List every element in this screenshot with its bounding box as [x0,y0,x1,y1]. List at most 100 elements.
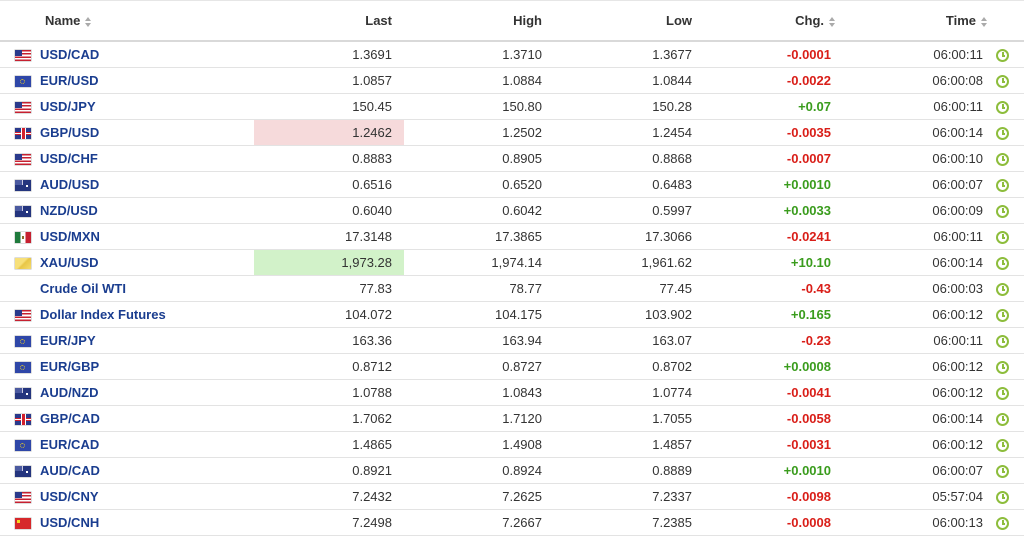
table-row[interactable]: NZD/USD 0.6040 0.6042 0.5997 +0.0033 06:00:09 [0,197,1024,224]
instrument-link[interactable]: USD/CNH [40,515,100,530]
high-value: 7.2667 [404,509,554,536]
last-value: 1,973.28 [254,249,404,276]
instrument-link[interactable]: Crude Oil WTI [40,281,126,296]
column-header-time[interactable]: Time [846,1,996,42]
instrument-link[interactable]: AUD/USD [40,177,100,192]
clock-icon [996,517,1009,531]
instrument-link[interactable]: AUD/NZD [40,385,99,400]
low-value: 150.28 [554,93,704,120]
change-value: -0.0035 [704,119,846,146]
status-cell [996,327,1024,354]
clock-icon [996,309,1009,323]
table-row[interactable]: EUR/USD 1.0857 1.0884 1.0844 -0.0022 06:00:08 [0,67,1024,94]
clock-icon [996,153,1009,167]
table-row[interactable]: Dollar Index Futures 104.072 104.175 103.90… [0,301,1024,328]
instrument-link[interactable]: USD/MXN [40,229,100,244]
status-cell [996,197,1024,224]
instrument-link[interactable]: Dollar Index Futures [40,307,166,322]
table-row[interactable]: AUD/NZD 1.0788 1.0843 1.0774 -0.0041 06:00:12 [0,379,1024,406]
name-cell: EUR/GBP [40,353,254,380]
table-row[interactable]: EUR/GBP 0.8712 0.8727 0.8702 +0.0008 06:00:12 [0,353,1024,380]
flag-us-icon [15,50,31,62]
change-value: +0.0010 [704,171,846,198]
clock-icon [996,465,1009,479]
instrument-link[interactable]: EUR/CAD [40,437,100,452]
high-value: 1.2502 [404,119,554,146]
table-row[interactable]: USD/MXN 17.3148 17.3865 17.3066 -0.0241 06:00… [0,223,1024,250]
instrument-link[interactable]: EUR/GBP [40,359,100,374]
column-header-name[interactable]: Name [40,1,254,42]
table-row[interactable]: GBP/CAD 1.7062 1.7120 1.7055 -0.0058 06:00:14 [0,405,1024,432]
change-value: +0.0008 [704,353,846,380]
status-cell [996,301,1024,328]
column-header-name-label: Name [45,13,81,28]
table-row[interactable]: USD/CHF 0.8883 0.8905 0.8868 -0.0007 06:00:10 [0,145,1024,172]
low-value: 103.902 [554,301,704,328]
flag-gb-icon [15,128,31,140]
status-cell [996,457,1024,484]
flag-cell [0,275,40,302]
sort-arrows-icon[interactable] [829,16,836,27]
flag-us-icon [15,154,31,166]
instrument-link[interactable]: USD/JPY [40,99,96,114]
low-value: 1.2454 [554,119,704,146]
instrument-link[interactable]: USD/CAD [40,47,100,62]
low-value: 7.2337 [554,483,704,510]
flag-gb-icon [15,414,31,426]
time-value: 06:00:10 [846,145,996,172]
instrument-link[interactable]: GBP/USD [40,125,100,140]
instrument-link[interactable]: XAU/USD [40,255,99,270]
clock-icon [996,231,1009,245]
flag-cell [0,509,40,536]
flag-cn-icon [15,518,31,530]
status-column-header [996,1,1024,42]
time-value: 05:57:04 [846,483,996,510]
sort-arrows-icon[interactable] [981,16,988,27]
low-value: 0.5997 [554,197,704,224]
name-cell: EUR/USD [40,67,254,94]
last-value: 0.6040 [254,197,404,224]
high-value: 163.94 [404,327,554,354]
clock-icon [996,387,1009,401]
last-value: 7.2432 [254,483,404,510]
high-value: 0.8727 [404,353,554,380]
flag-cell [0,41,40,68]
name-cell: Dollar Index Futures [40,301,254,328]
table-row[interactable]: AUD/CAD 0.8921 0.8924 0.8889 +0.0010 06:00:07 [0,457,1024,484]
table-row[interactable]: EUR/CAD 1.4865 1.4908 1.4857 -0.0031 06:00:12 [0,431,1024,458]
table-row[interactable]: USD/CNY 7.2432 7.2625 7.2337 -0.0098 05:57:04 [0,483,1024,510]
last-value: 150.45 [254,93,404,120]
sort-arrows-icon[interactable] [85,16,92,27]
name-cell: USD/CHF [40,145,254,172]
instrument-link[interactable]: NZD/USD [40,203,98,218]
change-value: +0.165 [704,301,846,328]
time-value: 06:00:14 [846,119,996,146]
table-row[interactable]: GBP/USD 1.2462 1.2502 1.2454 -0.0035 06:00:14 [0,119,1024,146]
high-value: 0.6520 [404,171,554,198]
table-row[interactable]: USD/JPY 150.45 150.80 150.28 +0.07 06:00:11 [0,93,1024,120]
table-row[interactable]: XAU/USD 1,973.28 1,974.14 1,961.62 +10.10 06:… [0,249,1024,276]
table-row[interactable]: USD/CNH 7.2498 7.2667 7.2385 -0.0008 06:00:13 [0,509,1024,536]
instrument-link[interactable]: AUD/CAD [40,463,100,478]
instrument-link[interactable]: USD/CHF [40,151,98,166]
high-value: 1.0843 [404,379,554,406]
table-row[interactable]: AUD/USD 0.6516 0.6520 0.6483 +0.0010 06:00:07 [0,171,1024,198]
flag-au-icon [15,388,31,400]
name-cell: Crude Oil WTI [40,275,254,302]
instrument-link[interactable]: GBP/CAD [40,411,100,426]
flag-cell [0,223,40,250]
high-value: 104.175 [404,301,554,328]
last-value: 17.3148 [254,223,404,250]
instrument-link[interactable]: EUR/JPY [40,333,96,348]
table-row[interactable]: Crude Oil WTI 77.83 78.77 77.45 -0.43 06:00:0… [0,275,1024,302]
name-cell: XAU/USD [40,249,254,276]
change-value: +0.0033 [704,197,846,224]
instrument-link[interactable]: EUR/USD [40,73,99,88]
last-value: 1.3691 [254,41,404,68]
last-value: 77.83 [254,275,404,302]
table-row[interactable]: USD/CAD 1.3691 1.3710 1.3677 -0.0001 06:00:11 [0,41,1024,68]
column-header-chg[interactable]: Chg. [704,1,846,42]
instrument-link[interactable]: USD/CNY [40,489,99,504]
table-row[interactable]: EUR/JPY 163.36 163.94 163.07 -0.23 06:00:11 [0,327,1024,354]
flag-cell [0,171,40,198]
